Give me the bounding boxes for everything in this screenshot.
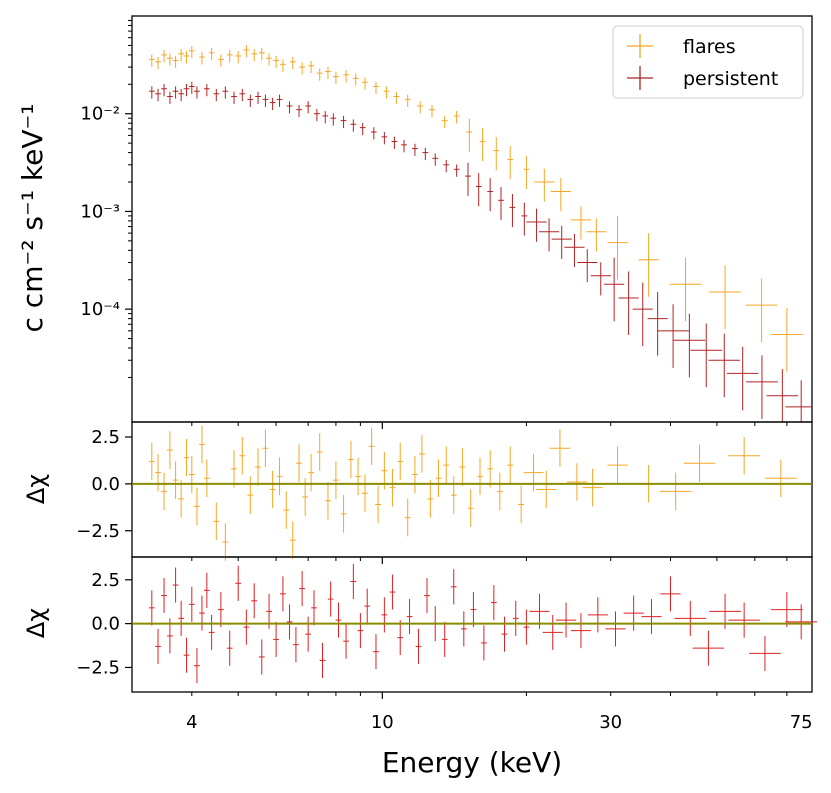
x-tick-label: 10 [371, 712, 394, 733]
flares-residual-y-tick-label: 0.0 [91, 474, 120, 495]
spectrum-y-axis-label: c cm⁻² s⁻¹ keV⁻¹ [16, 104, 49, 333]
persistent-residual-y-tick-label: 0.0 [91, 614, 120, 635]
series-persistent [148, 81, 812, 422]
spectrum-y-tick-label: 10⁻² [80, 104, 120, 125]
spectrum-data [148, 45, 812, 422]
flares-residual-y-tick-label: 2.5 [91, 427, 120, 448]
flares-residual-y-tick-label: −2.5 [76, 521, 120, 542]
x-axis-label: Energy (keV) [382, 746, 562, 779]
legend-item-persistent: persistent [627, 66, 778, 90]
persistent-residual-y-tick-label: 2.5 [91, 570, 120, 591]
legend-item-flares: flares [627, 34, 736, 58]
spectrum-y-tick-label: 10⁻⁴ [80, 299, 120, 320]
flares-residual-y-axis-label: Δχ [22, 474, 50, 504]
legend: flares persistent [612, 25, 804, 99]
flares-residual-data [148, 425, 797, 561]
legend-label-flares: flares [683, 36, 736, 58]
x-tick-label: 4 [186, 712, 197, 733]
x-tick-label: 30 [599, 712, 622, 733]
persistent-residual-data [148, 564, 817, 684]
persistent-residual-panel: 2.5 0.0 −2.5 4 10 30 75 [76, 556, 817, 733]
persistent-residual-y-axis-label: Δχ [22, 608, 50, 638]
persistent-residual-y-tick-label: −2.5 [76, 657, 120, 678]
legend-box [612, 25, 804, 99]
legend-label-persistent: persistent [683, 68, 778, 90]
series-flares [148, 45, 803, 372]
flares-residual-frame [131, 421, 813, 558]
x-tick-label: 75 [790, 712, 813, 733]
flares-residual-panel: 2.5 0.0 −2.5 [76, 421, 813, 564]
spectrum-y-tick-label: 10⁻³ [80, 201, 120, 222]
